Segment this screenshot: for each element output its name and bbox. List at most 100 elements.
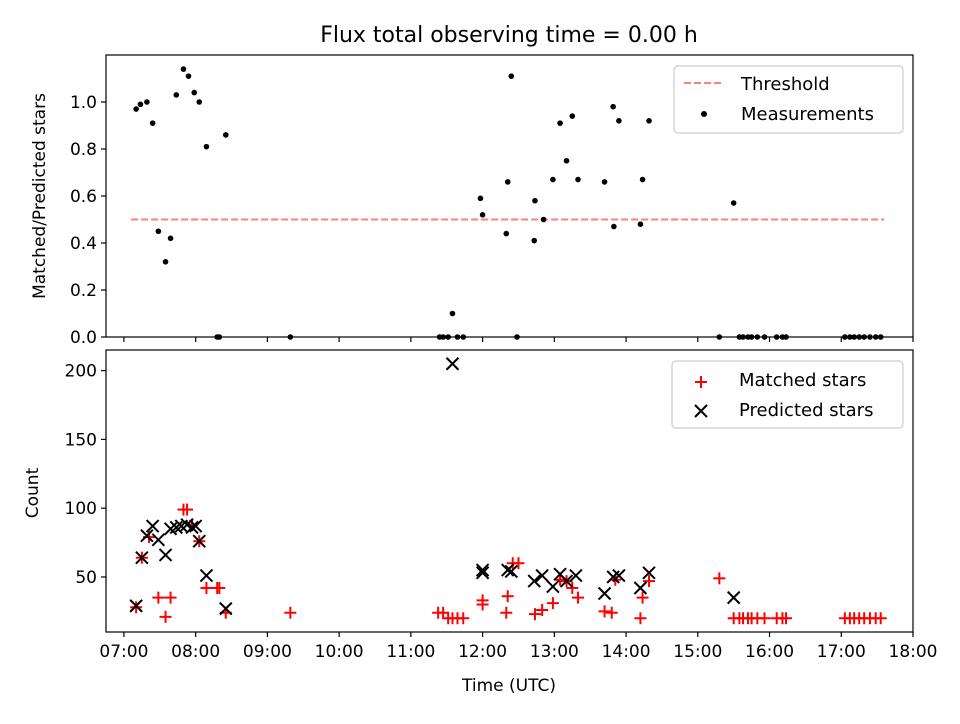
count-y-tick-label: 100 <box>65 499 97 519</box>
ratio-y-tick-label: 1.0 <box>70 93 97 113</box>
predicted-star-stroke-b <box>158 548 173 562</box>
predicted-star-stroke-b <box>553 567 567 581</box>
measurement-point <box>191 89 198 96</box>
matched-star-marker <box>546 597 559 610</box>
measurement-point <box>508 73 515 79</box>
legend-matched-swatch <box>695 376 707 388</box>
count-legend: Matched stars Predicted stars <box>671 360 904 429</box>
predicted-star-marker <box>169 520 184 535</box>
matched-star-marker <box>874 612 887 625</box>
measurement-point <box>616 118 622 124</box>
predicted-star-stroke-b <box>188 519 203 533</box>
measurement-point <box>149 120 156 126</box>
ratio-plot-frame <box>105 54 914 338</box>
predicted-star-stroke-b <box>500 563 515 577</box>
x-tick-label: 18:00 <box>889 642 938 662</box>
measurement-point <box>479 212 486 218</box>
count-plot-frame <box>105 349 914 633</box>
predicted-star-marker <box>633 581 648 595</box>
ratio-legend: Threshold Measurements <box>673 65 904 134</box>
predicted-star-marker <box>726 590 741 605</box>
legend-predicted-swatch <box>694 404 708 418</box>
predicted-star-stroke-b <box>475 566 490 580</box>
x-tick-label: 07:00 <box>99 642 148 662</box>
measurement-point <box>173 92 180 98</box>
predicted-star-marker <box>145 519 160 533</box>
legend-threshold-label: Threshold <box>740 74 830 95</box>
predicted-star-marker <box>546 579 560 594</box>
measurement-point <box>162 259 169 265</box>
x-tick-label: 16:00 <box>745 642 794 662</box>
predicted-star-stroke-b <box>726 590 741 605</box>
matched-star-marker <box>566 581 579 594</box>
measurement-point <box>449 310 456 317</box>
measurement-point <box>144 99 150 105</box>
x-tick-label: 17:00 <box>817 642 866 662</box>
count-panel: 50 100 150 200 07:00 08:00 09:00 10:00 11:00 12:… <box>23 349 938 696</box>
ratio-legend-box <box>673 65 904 134</box>
predicted-star-marker <box>140 529 154 543</box>
predicted-star-stroke-b <box>445 357 460 371</box>
matched-star-marker <box>159 610 172 623</box>
count-y-tick-label: 200 <box>65 362 97 382</box>
predicted-star-marker <box>192 534 206 548</box>
measurement-point <box>610 103 616 110</box>
predicted-star-marker <box>475 563 490 577</box>
matched-star-marker <box>598 605 611 618</box>
chart-title: Flux total observing time = 0.00 h <box>320 23 698 48</box>
ratio-panel: 0.0 0.2 0.4 0.6 0.8 1.0 Matched/Predicted sta… <box>30 54 914 348</box>
predicted-star-stroke-b <box>145 519 160 533</box>
measurement-point <box>155 228 162 235</box>
matched-star-marker <box>572 591 585 604</box>
measurement-point <box>203 143 210 150</box>
x-tick-label: 13:00 <box>530 642 579 662</box>
predicted-star-stroke-b <box>642 566 656 580</box>
predicted-star-stroke-b <box>129 599 143 613</box>
matched-star-marker <box>758 612 771 625</box>
predicted-star-stroke-b <box>219 601 233 616</box>
x-tick-label: 08:00 <box>171 642 220 662</box>
predicted-star-marker <box>135 551 149 565</box>
count-y-tick-label: 50 <box>75 568 97 588</box>
predicted-star-marker <box>504 564 519 579</box>
measurement-point <box>185 73 192 79</box>
legend-measurements-label: Measurements <box>741 104 874 125</box>
matched-star-marker <box>476 598 489 611</box>
matched-star-marker <box>536 603 549 616</box>
measurement-point <box>531 237 538 244</box>
predicted-star-stroke-b <box>504 564 519 579</box>
matched-star-marker <box>605 606 618 619</box>
ratio-y-tick-label: 0.6 <box>70 187 97 207</box>
x-axis-label: Time (UTC) <box>461 676 556 696</box>
predicted-star-stroke-b <box>185 520 199 535</box>
predicted-star-stroke-b <box>597 586 612 601</box>
ratio-y-tick-label: 0.8 <box>70 140 97 160</box>
legend-measurements-swatch <box>701 111 707 117</box>
predicted-star-marker <box>500 563 515 577</box>
predicted-star-marker <box>445 357 460 371</box>
matched-star-marker <box>636 591 649 604</box>
measurement-point <box>569 113 576 119</box>
measurement-point <box>575 176 581 183</box>
measurement-point <box>532 197 538 204</box>
legend-predicted-label: Predicted stars <box>739 400 873 421</box>
count-legend-box <box>671 360 904 429</box>
predicted-star-stroke-b <box>199 568 214 583</box>
predicted-star-marker <box>188 519 203 533</box>
predicted-star-marker <box>597 586 612 601</box>
predicted-star-stroke-b <box>140 529 154 543</box>
matched-star-marker <box>213 581 226 594</box>
predicted-star-marker <box>535 568 549 583</box>
measurement-point <box>477 195 484 202</box>
measurement-point <box>637 221 644 227</box>
measurement-point <box>133 106 139 112</box>
measurement-point <box>503 230 510 237</box>
predicted-star-marker <box>199 568 214 583</box>
x-tick-label: 15:00 <box>673 642 722 662</box>
predicted-star-marker <box>569 568 583 583</box>
ratio-y-tick-label: 0.0 <box>70 328 97 348</box>
x-tick-label: 11:00 <box>386 642 435 662</box>
predicted-star-marker <box>219 601 233 616</box>
predicted-star-marker <box>612 568 626 583</box>
